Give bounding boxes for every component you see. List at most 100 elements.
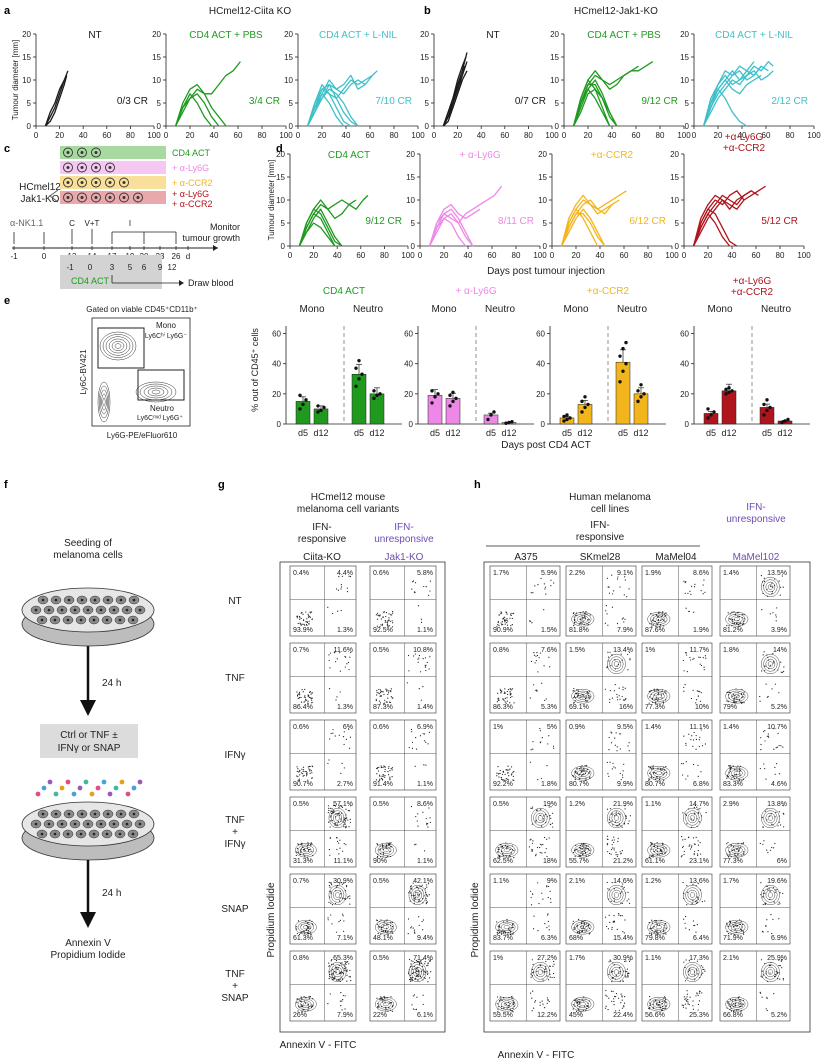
event-dot <box>328 809 330 812</box>
event-dot <box>573 687 575 690</box>
cell-icon <box>63 162 73 173</box>
contour-live <box>571 688 595 704</box>
treatment-row-label: TNF <box>225 673 244 684</box>
panel-label-h: h <box>474 479 481 491</box>
event-dot <box>327 1002 329 1005</box>
event-dot <box>304 698 307 701</box>
event-dot <box>301 611 303 614</box>
event-dot <box>728 691 730 693</box>
event-dot <box>311 692 313 694</box>
event-dot <box>573 696 575 699</box>
event-dot <box>727 765 730 767</box>
event-dot <box>530 904 533 906</box>
event-dot <box>665 933 667 935</box>
bar-subgroup-label: Mono <box>431 304 456 315</box>
event-dot <box>766 919 768 921</box>
event-dot <box>375 779 378 781</box>
flow-plot-frame <box>489 719 561 791</box>
act-day-label: 12 <box>168 263 177 272</box>
event-dot <box>309 848 311 851</box>
event-dot <box>386 624 388 626</box>
x-tick-label: 20 <box>714 131 723 140</box>
contour-dead <box>330 964 345 980</box>
y-tick-label: 0 <box>425 122 430 131</box>
quadrant-lr: 5.2% <box>771 704 787 711</box>
event-dot <box>659 850 662 852</box>
contour-dead <box>613 969 619 975</box>
event-dot <box>657 767 659 770</box>
event-dot <box>727 854 729 857</box>
event-dot <box>700 590 702 592</box>
event-dot <box>387 771 389 773</box>
event-dot <box>327 917 329 919</box>
cr-label: 9/12 CR <box>365 216 402 227</box>
event-dot <box>348 747 351 749</box>
event-dot <box>726 700 728 702</box>
event-dot <box>409 886 412 888</box>
x-tick-label: 80 <box>644 251 653 260</box>
event-dot <box>657 619 660 621</box>
event-dot <box>345 963 347 966</box>
flow-plot-frame <box>565 565 637 637</box>
event-dot <box>426 661 428 664</box>
event-dot <box>410 728 413 731</box>
event-dot <box>703 579 705 581</box>
event-dot <box>620 852 622 854</box>
event-dot <box>759 700 761 702</box>
event-dot <box>380 690 382 692</box>
event-dot <box>693 806 695 809</box>
y-tick-label: 20 <box>276 150 285 159</box>
event-dot <box>614 744 616 746</box>
event-dot <box>732 694 735 696</box>
cell-icon-nucleus <box>122 181 126 184</box>
event-dot <box>502 779 504 781</box>
data-point <box>433 395 437 399</box>
data-point <box>565 417 569 422</box>
chart-title: +α-CCR2 <box>591 150 634 161</box>
event-dot <box>512 775 514 778</box>
cell-line-label: Jak1-KO <box>21 194 60 205</box>
event-dot <box>338 814 341 816</box>
event-dot <box>424 963 426 965</box>
event-dot <box>334 822 336 825</box>
event-dot <box>350 979 352 982</box>
event-dot <box>302 769 305 771</box>
event-dot <box>537 882 539 884</box>
event-dot <box>697 994 699 996</box>
event-dot <box>623 970 625 972</box>
quadrant-ll: 69.1% <box>569 704 589 711</box>
contour-dead <box>613 815 619 821</box>
quadrant-ur: 8.6% <box>417 801 433 808</box>
event-dot <box>504 623 506 625</box>
event-dot <box>510 930 512 932</box>
event-dot <box>621 618 623 620</box>
event-dot <box>695 699 698 701</box>
contour-live <box>576 692 589 700</box>
event-dot <box>547 896 549 899</box>
event-dot <box>304 688 306 691</box>
event-dot <box>376 625 378 627</box>
event-dot <box>697 1009 699 1011</box>
quadrant-lr: 3.9% <box>771 627 787 634</box>
quadrant-ul: 2.1% <box>569 878 585 885</box>
data-point <box>562 414 566 419</box>
event-dot <box>540 577 542 580</box>
event-dot <box>587 623 589 626</box>
cell-icon-nucleus <box>122 196 126 199</box>
h-col-name: MaMel04 <box>655 552 697 563</box>
cell-nucleus <box>54 812 58 816</box>
event-dot <box>311 697 313 699</box>
event-dot <box>506 613 508 615</box>
event-dot <box>390 996 392 998</box>
molecule <box>77 785 83 791</box>
bar-x-label: Days post CD4 ACT <box>501 440 590 451</box>
contour-live <box>579 771 586 776</box>
event-dot <box>425 764 427 766</box>
flow-plot: 1.2% 21.9%55.7% 21.2% <box>565 796 637 868</box>
quadrant-ul: 0.6% <box>373 724 389 731</box>
x-tick-label: 0 <box>432 131 437 140</box>
event-dot <box>336 658 338 660</box>
event-dot <box>310 611 313 613</box>
event-dot <box>347 897 349 899</box>
event-dot <box>665 998 667 1001</box>
